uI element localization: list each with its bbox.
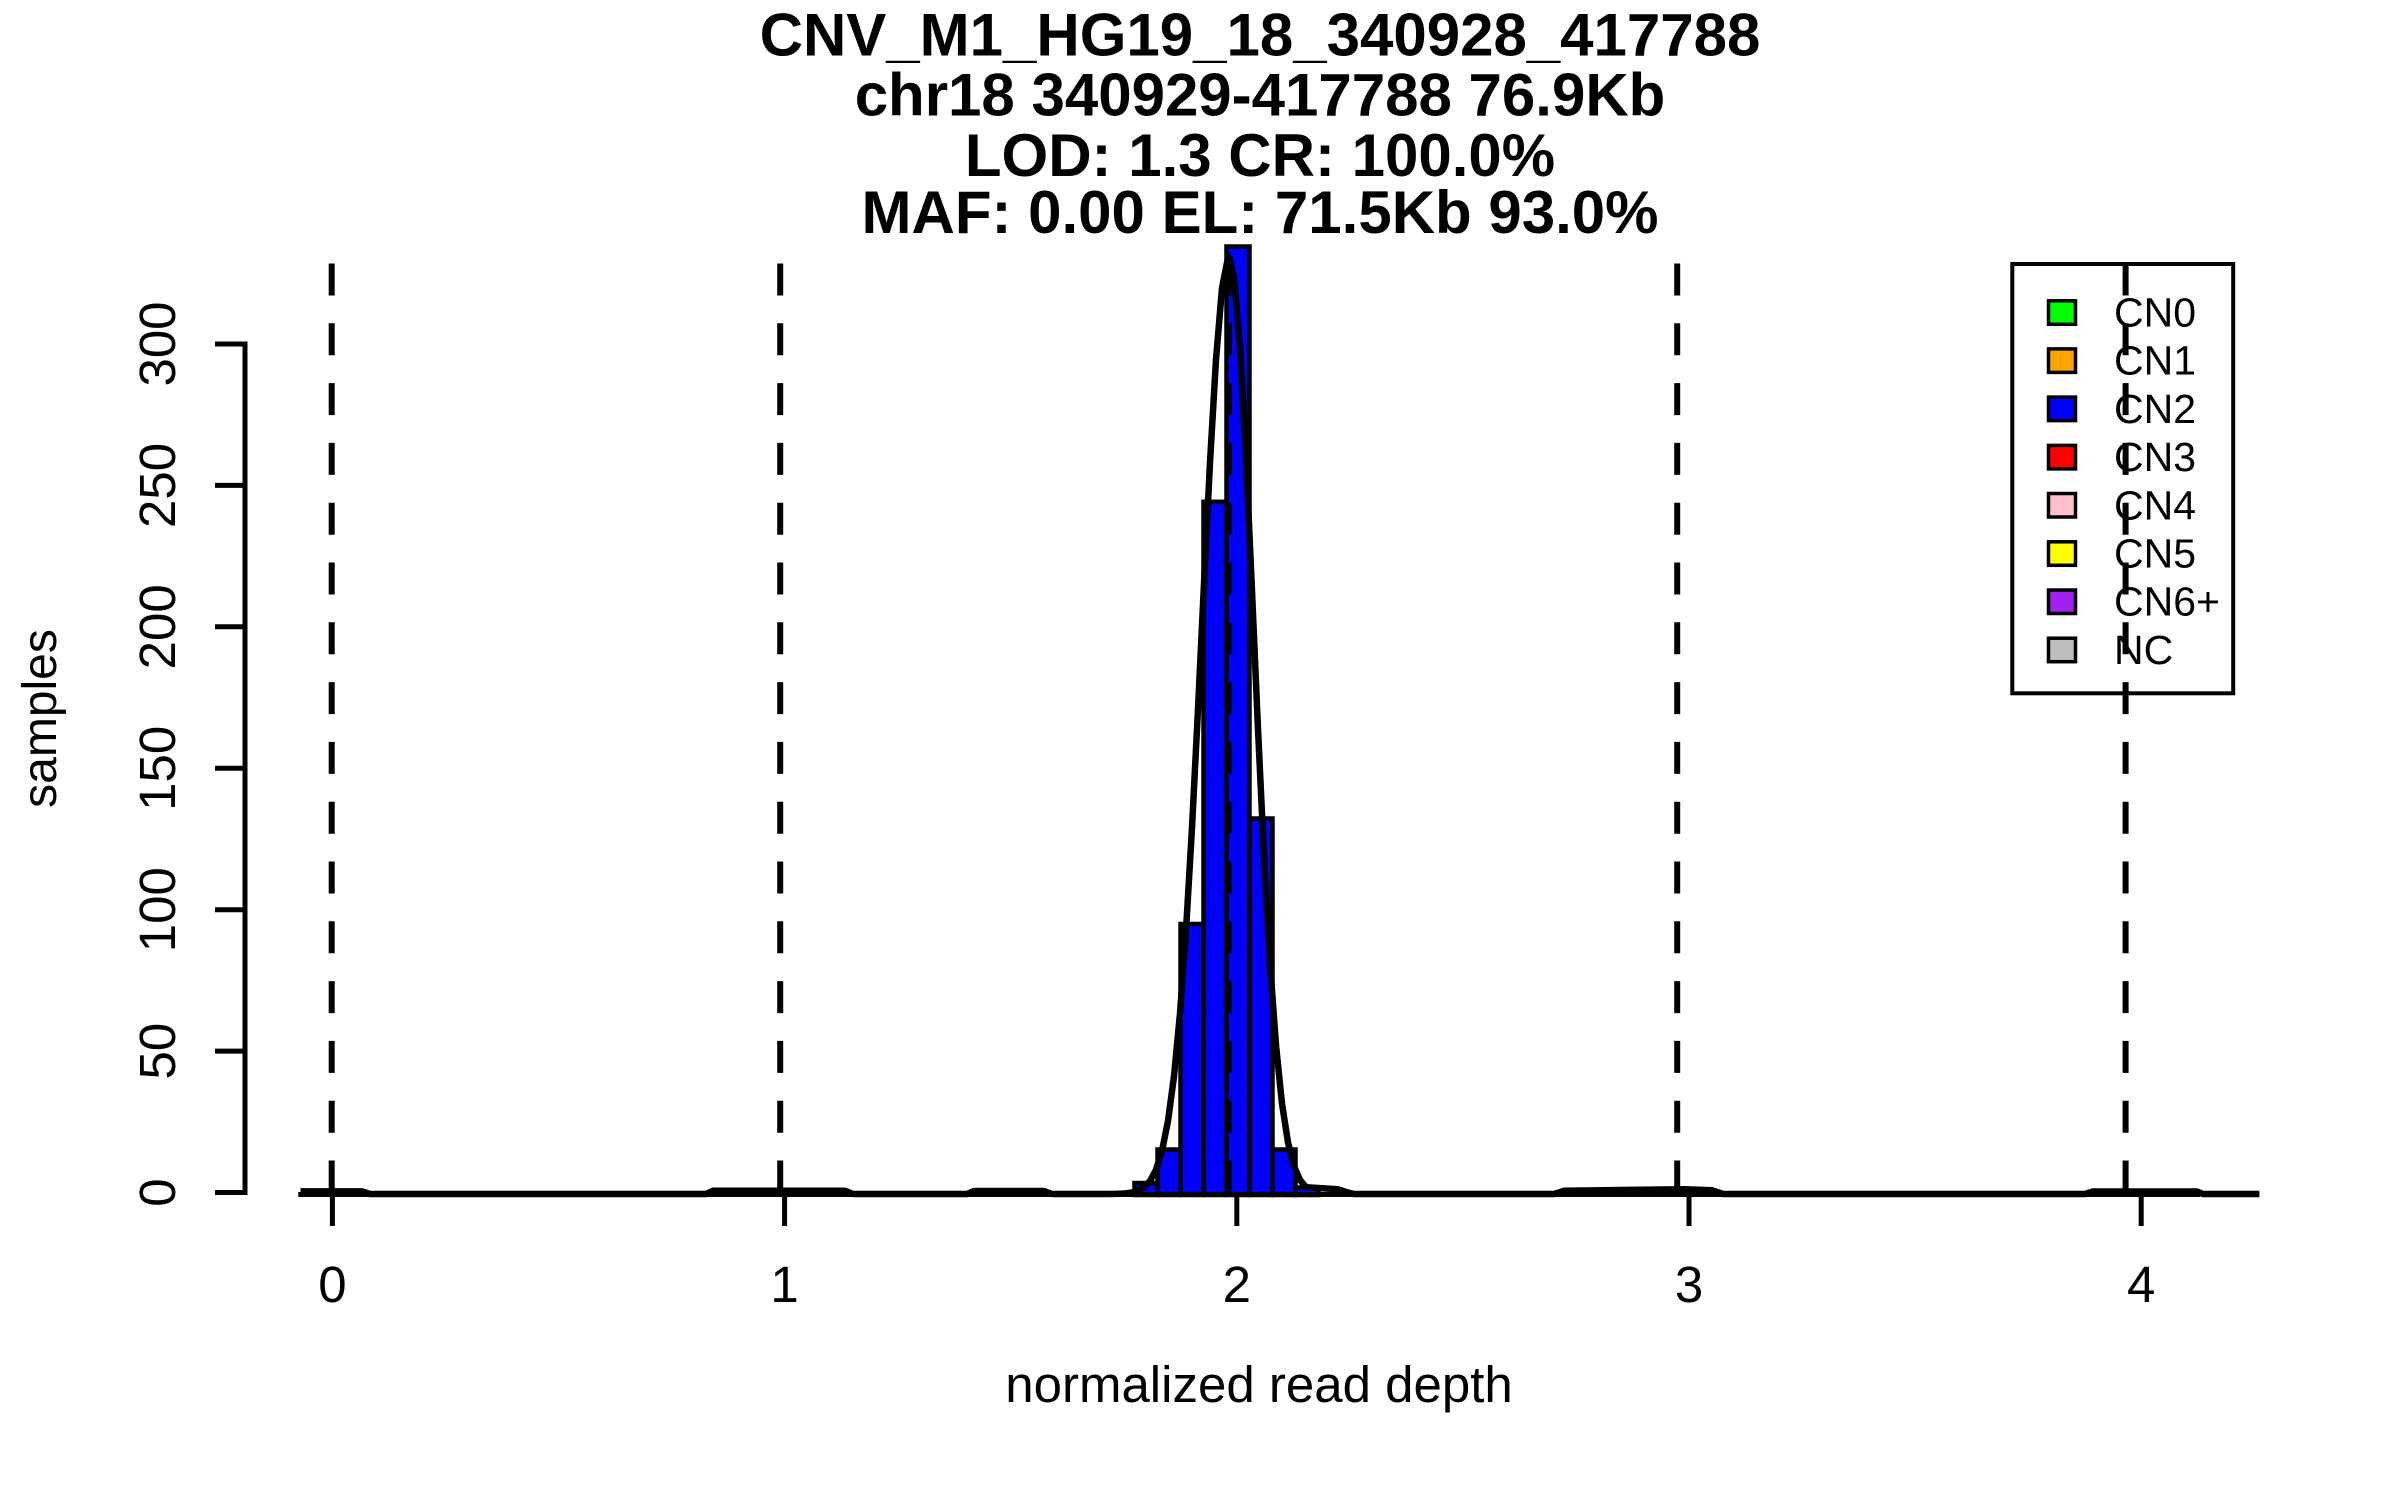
svg-text:2: 2: [1223, 1256, 1251, 1313]
svg-text:CN1: CN1: [2114, 338, 2196, 384]
svg-text:CN0: CN0: [2114, 290, 2196, 336]
svg-text:CN4: CN4: [2114, 482, 2196, 528]
svg-text:0: 0: [129, 1178, 186, 1206]
svg-text:CN2: CN2: [2114, 386, 2196, 432]
svg-text:NC: NC: [2114, 627, 2173, 673]
svg-text:CNV_M1_HG19_18_340928_417788: CNV_M1_HG19_18_340928_417788: [760, 2, 1761, 69]
svg-text:CN5: CN5: [2114, 531, 2196, 577]
svg-text:3: 3: [1675, 1256, 1703, 1313]
svg-text:CN6+: CN6+: [2114, 579, 2220, 625]
svg-text:200: 200: [129, 584, 186, 669]
svg-text:50: 50: [129, 1023, 186, 1080]
svg-text:0: 0: [318, 1256, 346, 1313]
svg-text:250: 250: [129, 443, 186, 528]
svg-text:CN3: CN3: [2114, 434, 2196, 480]
svg-text:300: 300: [129, 301, 186, 386]
svg-text:normalized read depth: normalized read depth: [1005, 1356, 1513, 1413]
svg-text:1: 1: [770, 1256, 798, 1313]
svg-text:LOD: 1.3 CR: 100.0%: LOD: 1.3 CR: 100.0%: [965, 122, 1555, 189]
svg-text:4: 4: [2127, 1256, 2155, 1313]
svg-text:samples: samples: [14, 629, 67, 808]
svg-text:100: 100: [129, 867, 186, 952]
svg-text:MAF: 0.00 EL: 71.5Kb 93.0%: MAF: 0.00 EL: 71.5Kb 93.0%: [862, 179, 1659, 246]
svg-text:chr18 340929-417788 76.9Kb: chr18 340929-417788 76.9Kb: [855, 62, 1666, 129]
svg-text:150: 150: [129, 726, 186, 811]
